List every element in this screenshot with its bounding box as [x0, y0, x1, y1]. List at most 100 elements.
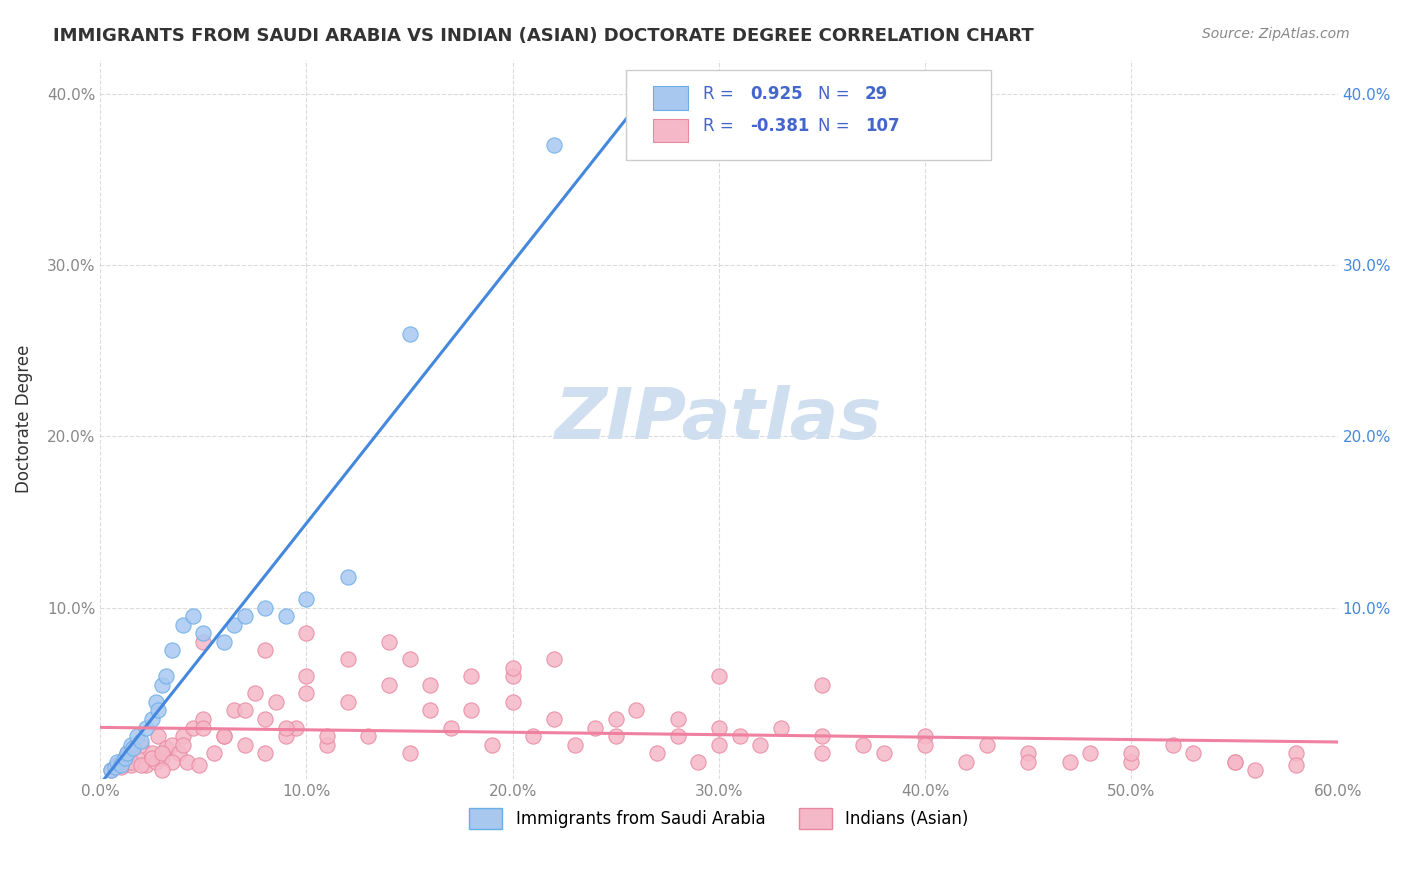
- Text: R =: R =: [703, 118, 740, 136]
- Point: [398, 326, 420, 341]
- Point: [873, 746, 896, 760]
- Point: [1285, 758, 1308, 772]
- Point: [688, 755, 710, 769]
- Point: [316, 729, 339, 743]
- Point: [110, 758, 132, 772]
- Point: [150, 746, 173, 760]
- Point: [274, 721, 297, 735]
- Text: Source: ZipAtlas.com: Source: ZipAtlas.com: [1202, 27, 1350, 41]
- Point: [105, 755, 128, 769]
- Point: [285, 721, 308, 735]
- Point: [1285, 746, 1308, 760]
- Point: [1017, 746, 1039, 760]
- Point: [502, 660, 524, 674]
- Point: [440, 721, 463, 735]
- Point: [316, 738, 339, 752]
- Point: [162, 738, 184, 752]
- Point: [233, 703, 256, 717]
- Bar: [654, 87, 688, 110]
- Text: 0.925: 0.925: [749, 85, 803, 103]
- Point: [522, 729, 544, 743]
- Point: [193, 635, 215, 649]
- Point: [120, 758, 142, 772]
- Point: [274, 729, 297, 743]
- Point: [1121, 755, 1143, 769]
- Point: [120, 755, 142, 769]
- Point: [110, 755, 132, 769]
- Point: [769, 721, 792, 735]
- Point: [1244, 764, 1267, 778]
- Point: [193, 626, 215, 640]
- Point: [254, 643, 277, 657]
- Point: [181, 609, 204, 624]
- Point: [172, 729, 194, 743]
- Point: [666, 729, 689, 743]
- Point: [100, 764, 122, 778]
- Point: [460, 703, 482, 717]
- Point: [811, 678, 834, 692]
- Point: [543, 138, 565, 153]
- Point: [914, 729, 936, 743]
- Point: [336, 570, 359, 584]
- Point: [254, 600, 277, 615]
- Text: ZIPatlas: ZIPatlas: [555, 384, 883, 454]
- Point: [110, 760, 132, 774]
- Text: N =: N =: [818, 85, 855, 103]
- Point: [172, 738, 194, 752]
- Point: [481, 738, 503, 752]
- Point: [543, 652, 565, 666]
- Point: [145, 695, 167, 709]
- Point: [120, 738, 142, 752]
- Bar: [654, 119, 688, 143]
- Point: [1017, 755, 1039, 769]
- Point: [212, 729, 235, 743]
- Point: [852, 738, 875, 752]
- Point: [224, 703, 246, 717]
- Point: [811, 729, 834, 743]
- Text: N =: N =: [818, 118, 855, 136]
- Point: [419, 703, 441, 717]
- Point: [1059, 755, 1081, 769]
- Point: [419, 678, 441, 692]
- Point: [104, 760, 127, 774]
- Point: [502, 669, 524, 683]
- Point: [127, 729, 149, 743]
- Point: [1223, 755, 1246, 769]
- Point: [605, 729, 627, 743]
- Point: [155, 669, 177, 683]
- Y-axis label: Doctorate Degree: Doctorate Degree: [15, 345, 32, 493]
- Point: [728, 729, 751, 743]
- Point: [378, 678, 401, 692]
- Point: [150, 764, 173, 778]
- Point: [1161, 738, 1184, 752]
- Point: [212, 729, 235, 743]
- Point: [131, 734, 153, 748]
- Legend: Immigrants from Saudi Arabia, Indians (Asian): Immigrants from Saudi Arabia, Indians (A…: [463, 802, 976, 835]
- Text: 29: 29: [865, 85, 889, 103]
- Point: [115, 746, 138, 760]
- Point: [150, 751, 173, 765]
- Point: [295, 686, 318, 700]
- Point: [1182, 746, 1205, 760]
- Point: [233, 609, 256, 624]
- Point: [295, 669, 318, 683]
- Text: R =: R =: [703, 85, 740, 103]
- Point: [150, 678, 173, 692]
- Point: [243, 686, 266, 700]
- Point: [295, 626, 318, 640]
- Point: [131, 738, 153, 752]
- Point: [264, 695, 287, 709]
- Point: [295, 592, 318, 607]
- Point: [146, 729, 169, 743]
- Point: [336, 695, 359, 709]
- Point: [976, 738, 998, 752]
- Point: [626, 703, 648, 717]
- Point: [127, 751, 149, 765]
- Point: [1223, 755, 1246, 769]
- Point: [135, 721, 157, 735]
- FancyBboxPatch shape: [626, 70, 991, 161]
- Point: [666, 712, 689, 726]
- Point: [224, 617, 246, 632]
- Point: [645, 746, 668, 760]
- Point: [176, 755, 198, 769]
